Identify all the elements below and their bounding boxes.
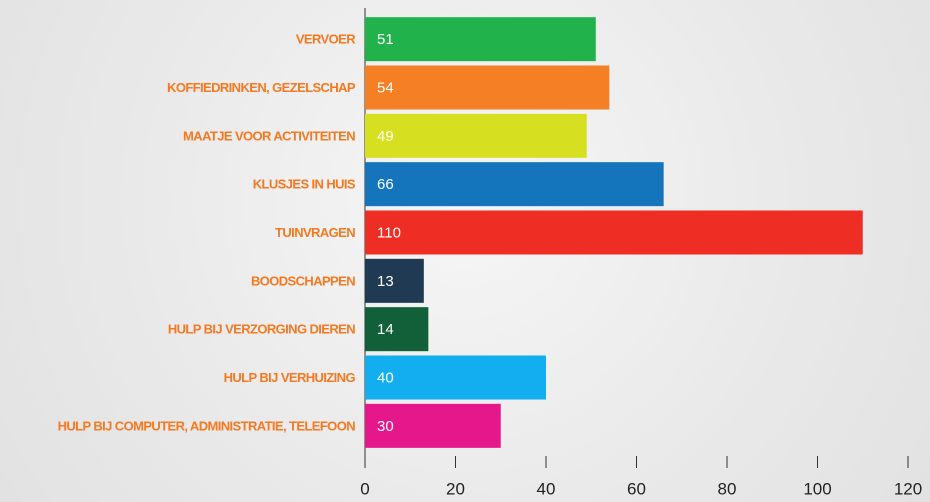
bar — [365, 17, 596, 62]
bar — [365, 403, 501, 448]
value-label: 13 — [377, 273, 394, 290]
x-tick-label: 0 — [360, 479, 369, 498]
x-tick-label: 20 — [446, 479, 465, 498]
value-label: 49 — [377, 128, 394, 145]
category-label: KLUSJES IN HUIS — [253, 177, 356, 192]
x-tick-label: 120 — [894, 479, 922, 498]
x-tick-label: 40 — [537, 479, 556, 498]
value-label: 14 — [377, 321, 394, 338]
category-label: HULP BIJ COMPUTER, ADMINISTRATIE, TELEFO… — [58, 418, 356, 433]
x-tick-label: 80 — [718, 479, 737, 498]
category-label: HULP BIJ VERZORGING DIEREN — [168, 322, 355, 337]
category-label: MAATJE VOOR ACTIVITEITEN — [183, 128, 355, 143]
value-label: 51 — [377, 31, 394, 48]
bar — [365, 307, 429, 352]
bar — [365, 210, 863, 255]
bar — [365, 355, 546, 400]
category-label: VERVOER — [296, 32, 356, 47]
x-tick-label: 60 — [627, 479, 646, 498]
value-label: 66 — [377, 176, 394, 193]
bar — [365, 258, 424, 303]
value-label: 40 — [377, 369, 394, 386]
bar — [365, 65, 610, 110]
x-tick-label: 100 — [803, 479, 831, 498]
bar — [365, 162, 664, 207]
value-label: 54 — [377, 79, 394, 96]
category-label: KOFFIEDRINKEN, GEZELSCHAP — [167, 80, 356, 95]
category-label: HULP BIJ VERHUIZING — [224, 370, 356, 385]
category-label: TUINVRAGEN — [275, 225, 355, 240]
category-label: BOODSCHAPPEN — [251, 273, 355, 288]
value-label: 110 — [377, 224, 401, 241]
value-label: 30 — [377, 418, 394, 435]
bar — [365, 113, 587, 158]
